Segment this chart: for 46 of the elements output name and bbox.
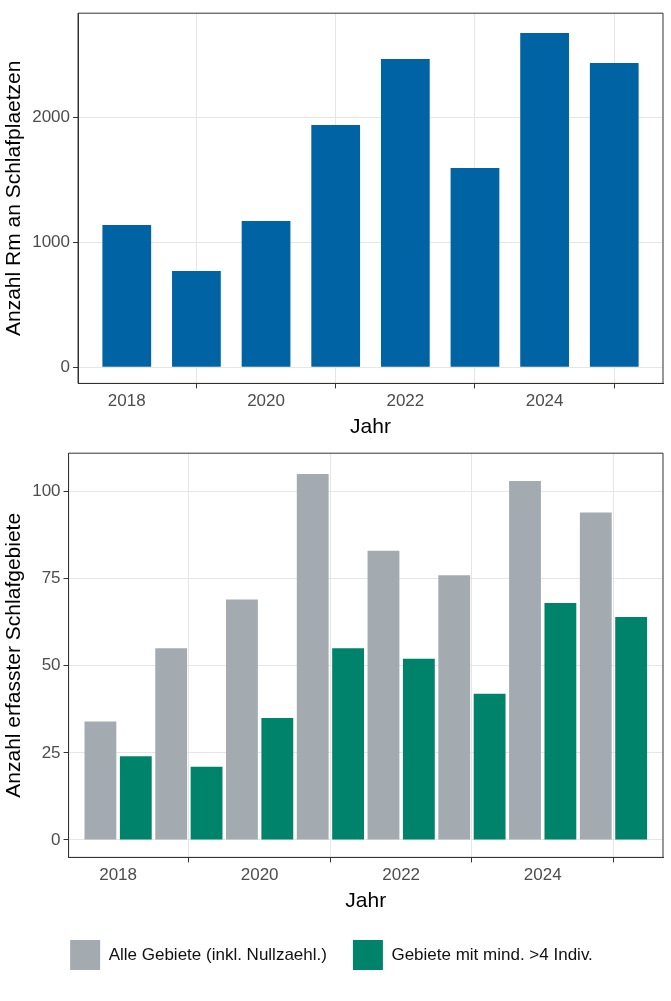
x-tick-label: 2024 [525, 391, 564, 411]
bar [520, 32, 569, 367]
bar [589, 62, 639, 367]
bar [155, 648, 188, 840]
bar [261, 718, 294, 840]
legend-label: Alle Gebiete (inkl. Nullzaehl.) [108, 944, 327, 964]
bar [190, 766, 223, 840]
bar [296, 474, 329, 840]
x-tick-label: 2022 [386, 391, 425, 411]
x-tick-label: 2020 [247, 391, 285, 411]
bar [579, 512, 612, 840]
bar [473, 693, 506, 840]
y-tick-label: 25 [41, 742, 61, 762]
bar [226, 599, 258, 840]
bar [172, 271, 221, 367]
bar [402, 658, 435, 840]
y-tick-label: 1000 [32, 231, 71, 251]
x-tick-label: 2018 [99, 865, 138, 885]
x-tick-label: 2024 [523, 865, 562, 885]
y-tick-label: 2000 [32, 106, 71, 126]
bar [615, 616, 648, 840]
x-tick-label: 2022 [382, 865, 421, 885]
bar [450, 168, 500, 367]
bar [311, 125, 361, 367]
bar [332, 648, 365, 840]
bar [241, 221, 291, 367]
x-tick-label: 2020 [240, 865, 279, 885]
y-axis-title: Anzahl erfasster Schlafgebiete [1, 512, 25, 798]
y-tick-label: 0 [60, 356, 71, 376]
bar [119, 756, 152, 840]
bar [84, 721, 117, 840]
y-axis-title: Anzahl Rm an Schlafplaetzen [1, 60, 25, 337]
bar [438, 575, 471, 840]
x-axis-title: Jahr [345, 888, 387, 912]
y-tick-label: 75 [41, 568, 61, 588]
bar [367, 550, 400, 840]
legend-label: Gebiete mit mind. >4 Indiv. [391, 944, 593, 964]
bar [509, 481, 541, 840]
bar [544, 603, 577, 840]
bar [380, 58, 430, 367]
y-tick-label: 50 [41, 655, 61, 675]
bar [102, 225, 152, 367]
x-tick-label: 2018 [107, 391, 146, 411]
y-tick-label: 100 [32, 481, 61, 501]
y-tick-label: 0 [51, 829, 61, 849]
x-axis-title: Jahr [350, 414, 391, 438]
